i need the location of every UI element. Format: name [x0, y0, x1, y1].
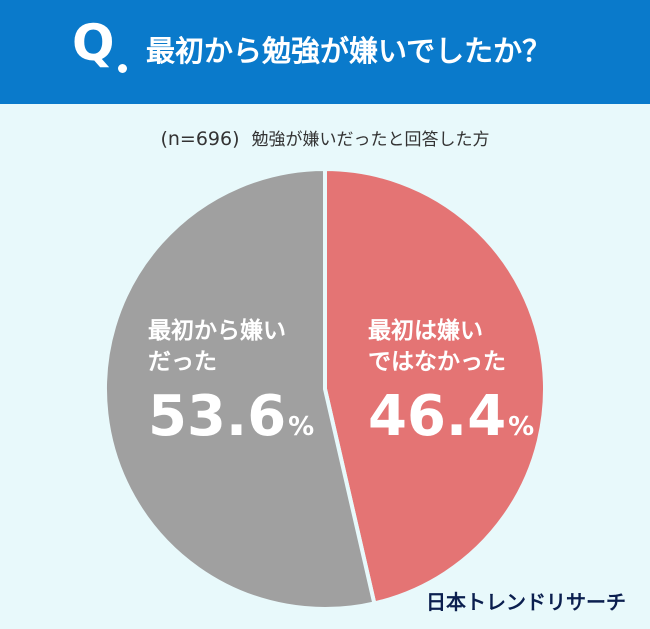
- slice-label-not-disliked-from-start: 最初は嫌い ではなかった 46.4%: [368, 316, 534, 448]
- brand-logo: 日本トレンドリサーチ: [426, 590, 626, 614]
- slice-label-line1: 最初は嫌い: [368, 318, 483, 344]
- chart-subtitle: (n=696) 勉強が嫌いだったと回答した方: [0, 125, 650, 150]
- slice-value-number: 46.4: [368, 384, 507, 450]
- question-title: 最初から勉強が嫌いでしたか？: [146, 34, 552, 68]
- q-letter: Q: [72, 14, 115, 72]
- slice-value: 46.4%: [368, 386, 534, 448]
- slice-value-number: 53.6: [148, 384, 287, 450]
- slice-value-unit: %: [508, 412, 535, 443]
- slice-value-unit: %: [288, 412, 315, 443]
- slice-label-line1: 最初から嫌い: [148, 318, 286, 344]
- slice-value: 53.6%: [148, 386, 314, 448]
- question-banner: Q 最初から勉強が嫌いでしたか？: [0, 0, 650, 104]
- pie-slice-1: [103, 166, 377, 611]
- subtitle-text: 勉強が嫌いだったと回答した方: [251, 130, 490, 150]
- sample-size: (n=696): [160, 128, 240, 150]
- slice-label-disliked-from-start: 最初から嫌い だった 53.6%: [148, 316, 314, 448]
- slice-label-line2: だった: [148, 349, 217, 376]
- slice-label-line2: ではなかった: [368, 349, 506, 376]
- pie-slice-0: [323, 166, 547, 606]
- q-dot-icon: [118, 64, 127, 73]
